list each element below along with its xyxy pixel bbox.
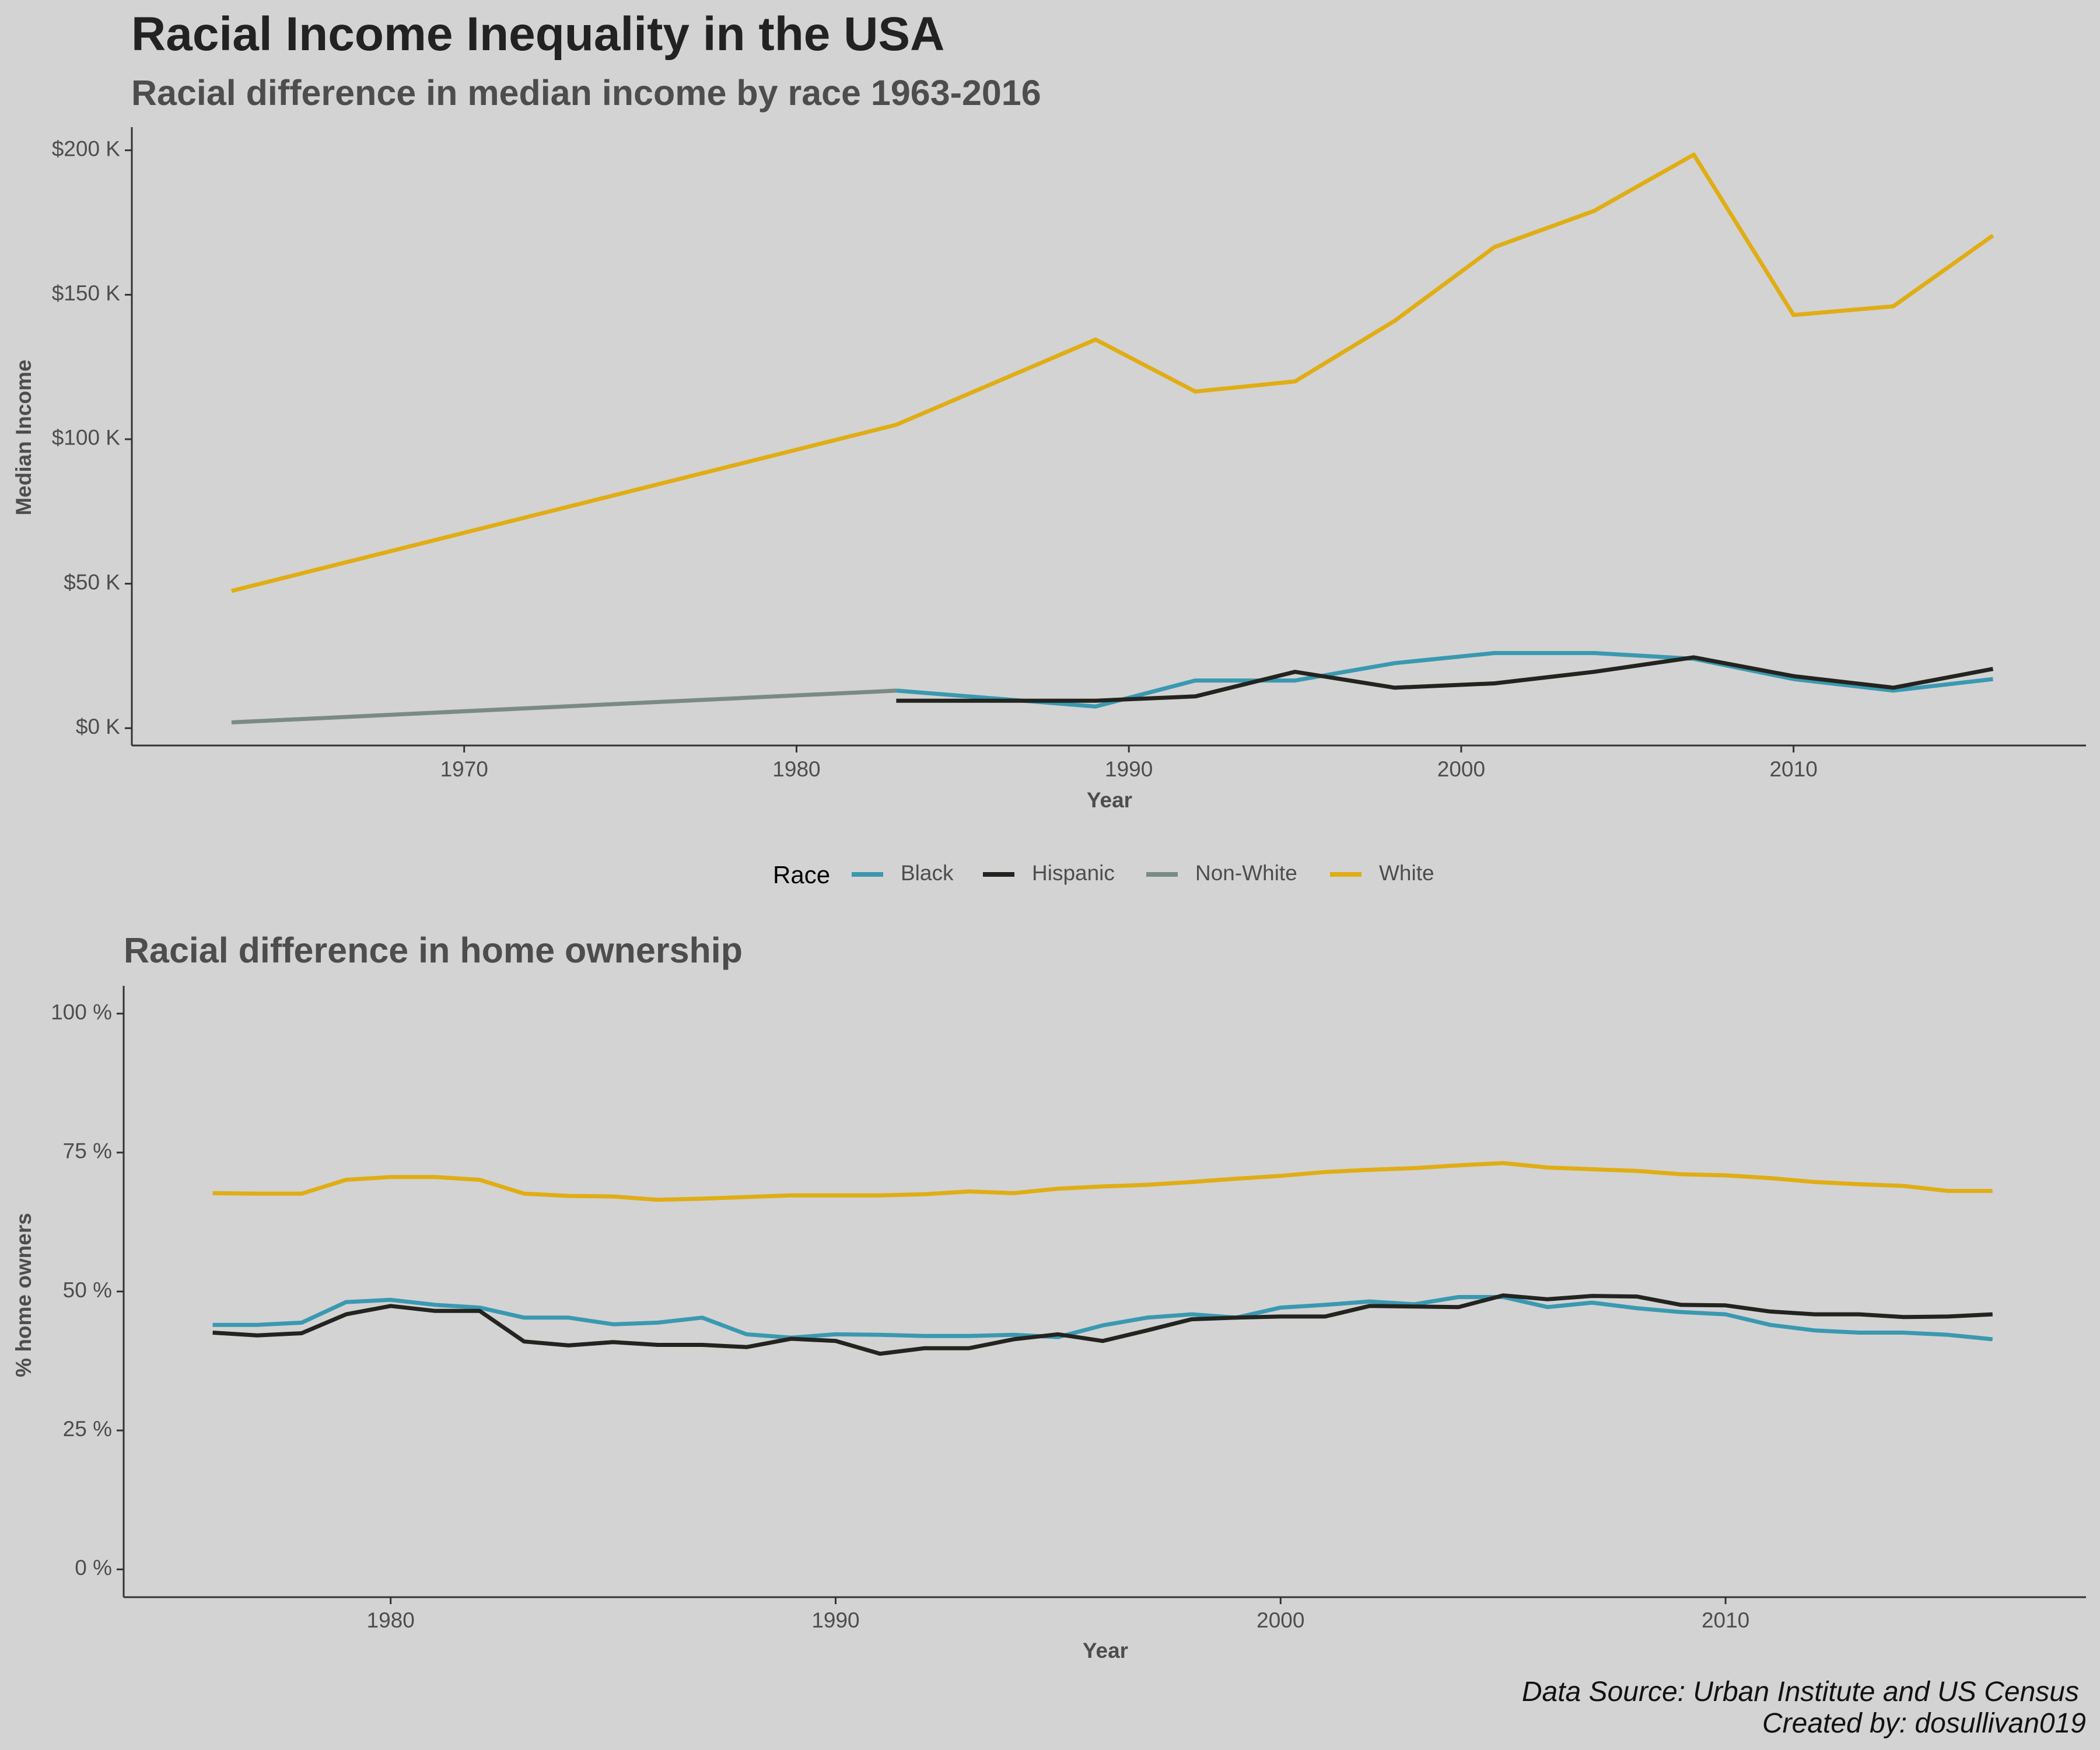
income-panel: Racial difference in median income by ra… [12, 73, 2086, 812]
income-x-tick-label: 1980 [772, 757, 820, 781]
income-y-tick-label: $0 K [76, 715, 120, 738]
home-ownership-x-tick-label: 1990 [811, 1608, 859, 1632]
legend-items: Black Hispanic Non-White White [852, 861, 1434, 885]
home-ownership-line-hispanic [212, 1293, 1993, 1356]
income-chart-title: Racial difference in median income by ra… [131, 73, 1041, 113]
income-y-tick-label: $100 K [52, 426, 121, 450]
home-ownership-x-axis-title: Year [1083, 1639, 1128, 1662]
caption-source: Data Source: Urban Institute and US Cens… [1522, 1676, 2079, 1707]
home-ownership-line-white [212, 1161, 1993, 1202]
legend-title: Race [773, 861, 830, 888]
home-ownership-y-tick-label: 100 % [51, 1000, 112, 1024]
income-y-tick-label: $150 K [52, 281, 121, 305]
income-line-hispanic [896, 655, 1994, 703]
home-ownership-panel: Racial difference in home ownership 0 % 2… [12, 930, 2086, 1662]
caption-author: Created by: dosullivan019 [1762, 1708, 2086, 1739]
legend-label-hispanic: Hispanic [1032, 861, 1115, 885]
legend: Race Black Hispanic Non-White White [773, 861, 1434, 888]
figure-title: Racial Income Inequality in the USA [131, 8, 944, 61]
home-ownership-x-tick-label: 2000 [1256, 1608, 1304, 1632]
legend-label-black: Black [901, 861, 954, 885]
income-x-tick-label: 1990 [1105, 757, 1153, 781]
legend-label-white: White [1379, 861, 1434, 885]
income-x-tick-label: 1970 [440, 757, 488, 781]
legend-label-non-white: Non-White [1195, 861, 1297, 885]
income-ticks: $0 K $50 K $100 K $150 K $200 K 1970 1980 1990 2… [52, 136, 1818, 781]
home-ownership-lines [212, 1161, 1993, 1356]
income-x-tick-label: 2010 [1769, 757, 1817, 781]
income-axes [131, 127, 2086, 747]
income-y-axis-title: Median Income [12, 359, 36, 515]
home-ownership-ticks: 0 % 25 % 50 % 75 % 100 % 1980 1990 2000 2010 [51, 1000, 1749, 1632]
income-line-white [231, 152, 1994, 593]
income-y-tick-label: $200 K [52, 136, 121, 160]
income-y-tick-label: $50 K [64, 570, 120, 594]
home-ownership-chart-title: Racial difference in home ownership [124, 930, 743, 970]
home-ownership-y-tick-label: 75 % [63, 1139, 112, 1163]
home-ownership-y-tick-label: 0 % [75, 1556, 112, 1580]
home-ownership-line-black [212, 1295, 1993, 1342]
income-x-tick-label: 2000 [1437, 757, 1485, 781]
home-ownership-y-tick-label: 50 % [63, 1278, 112, 1302]
home-ownership-y-tick-label: 25 % [63, 1417, 112, 1441]
home-ownership-y-axis-title: % home owners [12, 1213, 36, 1377]
home-ownership-x-tick-label: 1980 [367, 1608, 415, 1632]
home-ownership-x-tick-label: 2010 [1702, 1608, 1749, 1632]
income-lines [231, 152, 1994, 724]
income-x-axis-title: Year [1087, 788, 1132, 812]
income-line-black [896, 651, 1993, 709]
income-line-non-white [231, 688, 897, 724]
